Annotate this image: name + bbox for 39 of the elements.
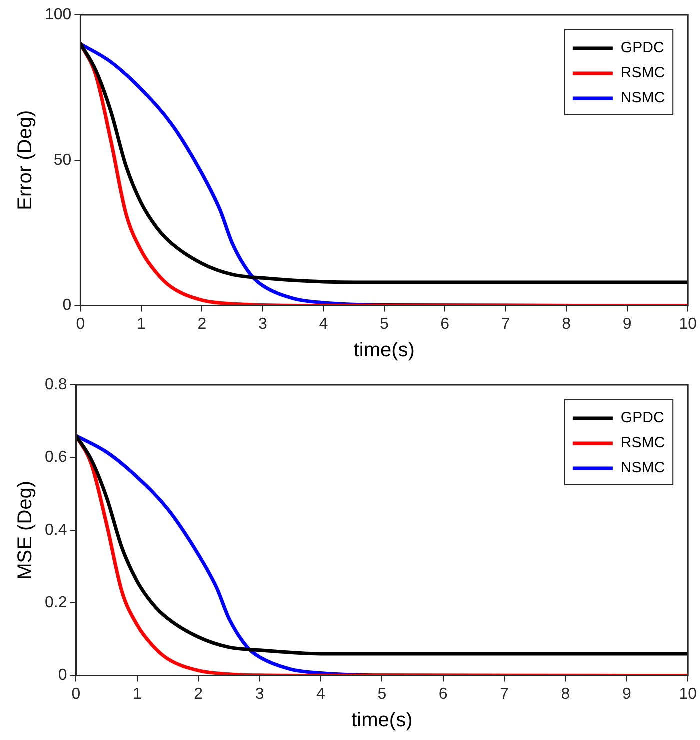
x-tick-label: 1	[132, 686, 142, 703]
x-tick-label: 9	[622, 316, 632, 333]
y-tick-label: 100	[44, 6, 72, 24]
x-axis-title: time(s)	[354, 340, 415, 362]
x-tick-label: 9	[622, 686, 632, 703]
legend-label: GPDC	[620, 40, 664, 57]
x-tick-label: 5	[380, 316, 389, 333]
y-tick-label: 0.6	[44, 449, 68, 466]
legend-label: GPDC	[620, 410, 664, 427]
x-tick-label: 8	[561, 686, 570, 703]
x-tick-label: 5	[378, 686, 387, 703]
y-tick-label: 50	[54, 152, 72, 169]
x-tick-label: 1	[136, 316, 146, 333]
y-axis-title: MSE (Deg)	[14, 480, 37, 580]
y-tick-label: 0.8	[44, 376, 68, 394]
legend-label: RSMC	[620, 434, 666, 452]
x-tick-label: 4	[316, 686, 326, 703]
x-tick-label: 4	[319, 316, 328, 333]
y-tick-label: 0	[58, 667, 68, 684]
x-tick-label: 3	[255, 686, 264, 703]
x-tick-label: 10	[679, 316, 698, 333]
x-tick-label: 2	[194, 686, 204, 703]
x-tick-label: 7	[501, 316, 510, 333]
x-tick-label: 0	[76, 316, 86, 333]
x-tick-label: 10	[679, 686, 698, 703]
x-tick-label: 3	[258, 316, 268, 333]
y-tick-label: 0	[62, 297, 72, 314]
x-tick-label: 7	[500, 686, 510, 703]
x-tick-label: 8	[562, 316, 572, 333]
x-axis-title: time(s)	[352, 710, 413, 732]
y-tick-label: 0.4	[44, 522, 68, 539]
legend-label: NSMC	[620, 90, 666, 107]
legend-label: NSMC	[620, 460, 666, 477]
legend-label: RSMC	[620, 64, 666, 82]
x-tick-label: 2	[198, 316, 207, 333]
x-tick-label: 6	[440, 316, 450, 333]
y-tick-label: 0.2	[44, 594, 68, 612]
x-tick-label: 6	[438, 686, 448, 703]
y-axis-title: Error (Deg)	[14, 110, 37, 210]
